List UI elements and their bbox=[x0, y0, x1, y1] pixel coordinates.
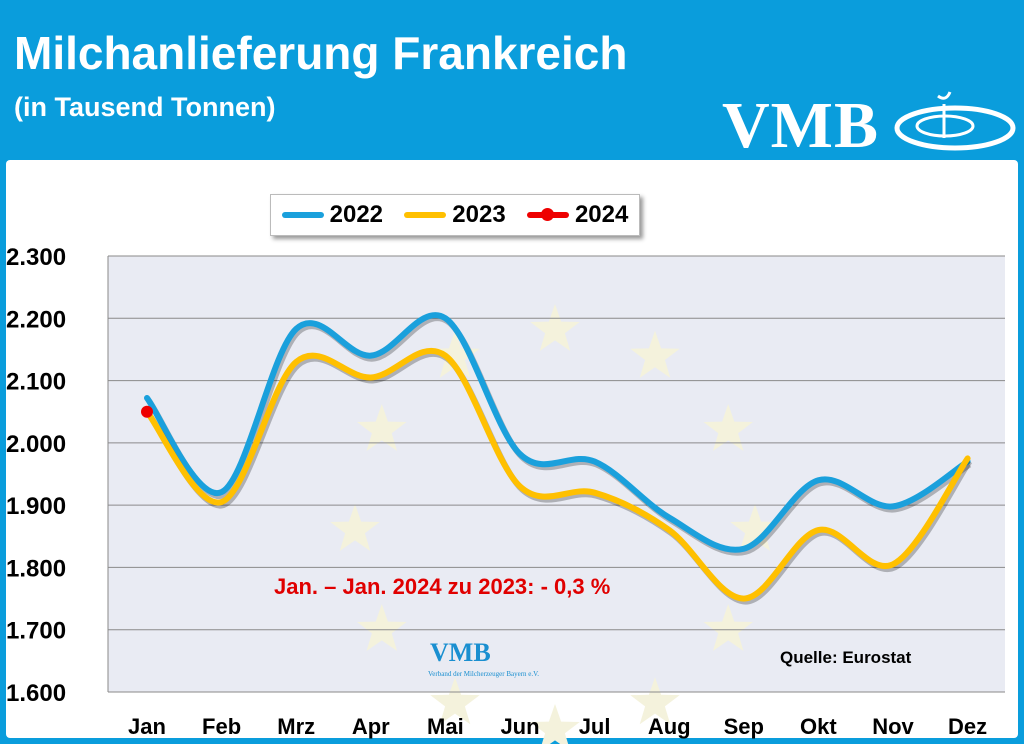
page-title: Milchanlieferung Frankreich bbox=[14, 27, 628, 79]
eu-star-icon bbox=[530, 704, 580, 744]
x-tick-label: Mai bbox=[427, 714, 464, 739]
eu-star-icon bbox=[630, 330, 680, 378]
x-tick-label: Nov bbox=[872, 714, 914, 739]
x-tick-label: Jan bbox=[128, 714, 166, 739]
legend-item-2022: 2022 bbox=[281, 201, 384, 229]
eu-star-icon bbox=[430, 330, 480, 378]
eu-star-icon bbox=[730, 504, 780, 552]
x-tick-label: Jun bbox=[500, 714, 539, 739]
eu-star-icon bbox=[530, 304, 580, 352]
y-tick-label: 1.800 bbox=[6, 555, 66, 582]
eu-star-icon bbox=[357, 604, 407, 652]
x-tick-label: Sep bbox=[724, 714, 764, 739]
page-subtitle: (in Tausend Tonnen) bbox=[14, 92, 276, 122]
x-tick-label: Feb bbox=[202, 714, 241, 739]
y-tick-label: 1.600 bbox=[6, 680, 66, 707]
eu-star-icon bbox=[430, 677, 480, 725]
x-tick-label: Aug bbox=[648, 714, 691, 739]
y-tick-label: 2.200 bbox=[6, 306, 66, 333]
y-tick-label: 1.700 bbox=[6, 618, 66, 645]
y-tick-label: 2.300 bbox=[6, 244, 66, 271]
eu-star-icon bbox=[630, 677, 680, 725]
eu-star-icon bbox=[330, 504, 380, 552]
legend-item-2023: 2023 bbox=[404, 201, 506, 229]
legend-label: 2024 bbox=[574, 201, 629, 228]
watermark-text: Verband der Milcherzeuger Bayern e.V. bbox=[428, 670, 540, 678]
x-tick-label: Jul bbox=[579, 714, 611, 739]
eu-star-icon bbox=[703, 604, 753, 652]
x-tick-label: Mrz bbox=[277, 714, 315, 739]
legend-label: 2023 bbox=[452, 201, 506, 228]
header: Milchanlieferung Frankreich (in Tausend … bbox=[0, 0, 1024, 162]
legend-item-2024: 2024 bbox=[526, 201, 629, 229]
legend-label: 2022 bbox=[329, 201, 384, 228]
change-annotation: Jan. – Jan. 2024 zu 2023: - 0,3 % bbox=[274, 574, 611, 599]
legend: 2022 2023 2024 bbox=[270, 194, 640, 236]
vmb-swirl-icon bbox=[894, 91, 1016, 151]
series-line-2022 bbox=[144, 312, 971, 553]
data-point-2024 bbox=[141, 405, 153, 418]
y-tick-label: 2.100 bbox=[6, 369, 66, 396]
y-tick-label: 1.900 bbox=[6, 493, 66, 520]
eu-star-icon bbox=[703, 404, 753, 452]
eu-star-icon bbox=[357, 404, 407, 452]
x-tick-label: Dez bbox=[948, 714, 987, 739]
x-tick-label: Okt bbox=[800, 714, 837, 739]
series-line-2023 bbox=[144, 347, 971, 602]
source-label: Quelle: Eurostat bbox=[780, 648, 912, 667]
watermark-logo: VMB bbox=[430, 638, 491, 667]
x-tick-label: Apr bbox=[352, 714, 390, 739]
vmb-logo: VMB bbox=[722, 89, 879, 162]
y-tick-label: 2.000 bbox=[6, 431, 66, 458]
